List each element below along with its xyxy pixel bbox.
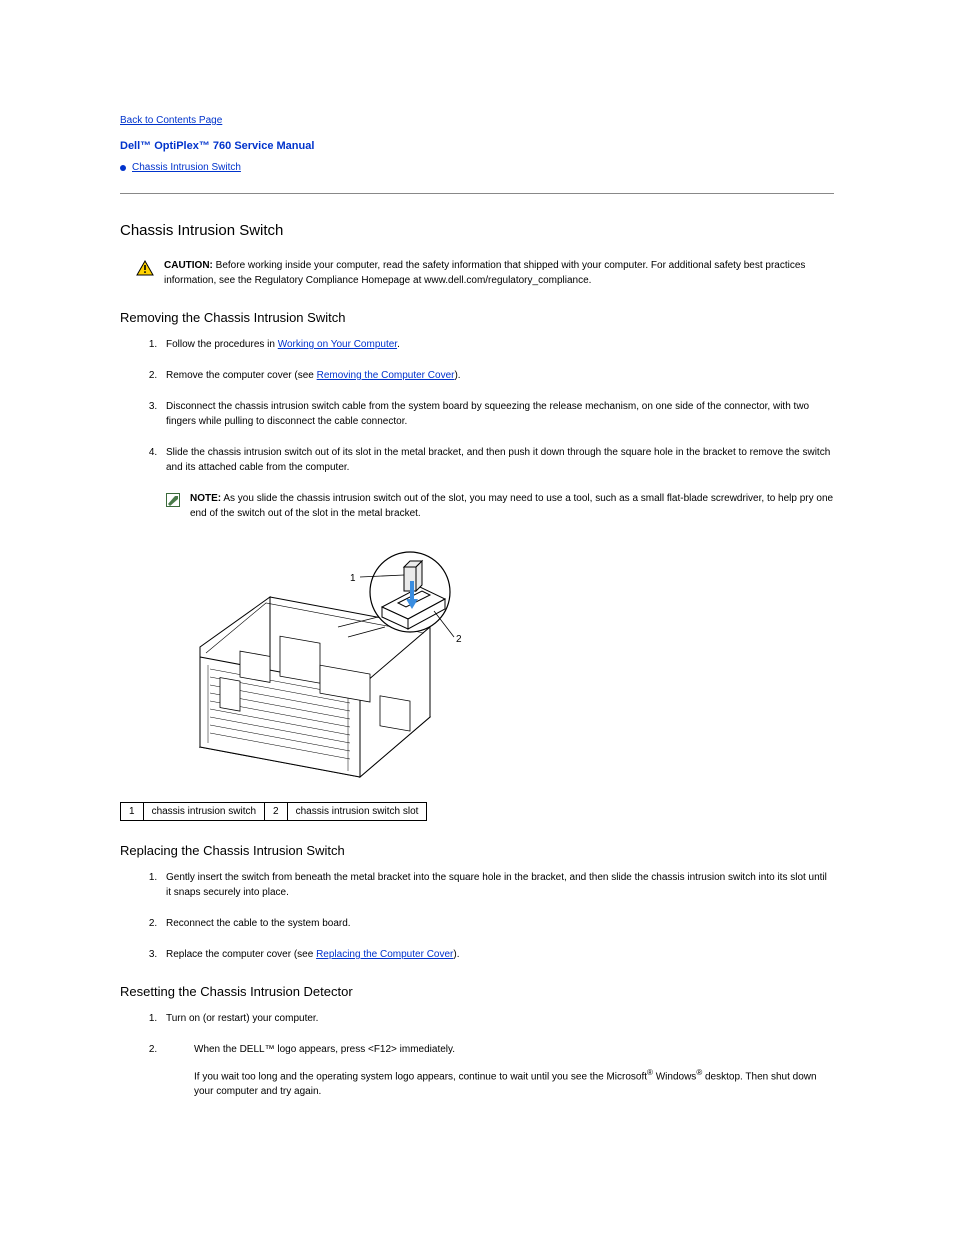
reset-step-1: Turn on (or restart) your computer. [160,1011,834,1026]
caution-block: CAUTION: Before working inside your comp… [120,259,834,288]
back-to-contents-link[interactable]: Back to Contents Page [120,115,222,126]
replace-step-1: Gently insert the switch from beneath th… [160,870,834,900]
remove-step-2-pre: Remove the computer cover (see [166,370,317,381]
caution-label: CAUTION: [164,260,213,271]
remove-step-1: Follow the procedures in Working on Your… [160,337,834,352]
replace-step-2: Reconnect the cable to the system board. [160,916,834,931]
reset-step-2b: If you wait too long and the operating s… [194,1067,834,1099]
heading-resetting: Resetting the Chassis Intrusion Detector [120,984,834,999]
note-icon [166,493,180,512]
heading-chassis-intrusion-switch: Chassis Intrusion Switch [120,222,834,239]
remove-step-2-post: ). [454,370,460,381]
caution-icon [136,260,154,281]
note-text: NOTE: As you slide the chassis intrusion… [190,491,834,521]
replace-step-3-pre: Replace the computer cover (see [166,949,316,960]
legend-num-2: 2 [265,803,288,821]
legend-text-2: chassis intrusion switch slot [287,803,427,821]
figure-chassis-switch: 1 2 [160,537,834,792]
remove-step-2: Remove the computer cover (see Removing … [160,368,834,383]
reset-step-2: When the DELL™ logo appears, press <F12>… [160,1042,834,1099]
note-body: As you slide the chassis intrusion switc… [190,493,833,519]
section-divider [120,193,834,194]
link-working-on-computer[interactable]: Working on Your Computer [278,339,397,350]
remove-step-1-pre: Follow the procedures in [166,339,278,350]
link-removing-cover[interactable]: Removing the Computer Cover [317,370,455,381]
heading-removing: Removing the Chassis Intrusion Switch [120,310,834,325]
toc-link-chassis-switch[interactable]: Chassis Intrusion Switch [132,162,241,173]
replace-step-3: Replace the computer cover (see Replacin… [160,947,834,962]
remove-step-4: Slide the chassis intrusion switch out o… [160,445,834,521]
caution-text: CAUTION: Before working inside your comp… [164,259,834,288]
reset-step-2b-pre: If you wait too long and the operating s… [194,1071,647,1082]
legend-text-1: chassis intrusion switch [143,803,264,821]
document-title: Dell™ OptiPlex™ 760 Service Manual [120,140,834,152]
caution-body: Before working inside your computer, rea… [164,260,805,286]
reset-step-2b-mid: Windows [653,1071,696,1082]
figure-callout-1: 1 [350,573,356,584]
link-replacing-cover[interactable]: Replacing the Computer Cover [316,949,453,960]
toc-bullet-row: Chassis Intrusion Switch [120,162,834,173]
remove-step-4-text: Slide the chassis intrusion switch out o… [166,447,830,473]
resetting-steps: Turn on (or restart) your computer. When… [120,1011,834,1099]
bullet-icon [120,165,126,171]
heading-replacing: Replacing the Chassis Intrusion Switch [120,843,834,858]
legend-num-1: 1 [121,803,144,821]
note-label: NOTE: [190,493,221,504]
remove-step-3: Disconnect the chassis intrusion switch … [160,399,834,429]
replacing-steps: Gently insert the switch from beneath th… [120,870,834,962]
remove-step-1-post: . [397,339,400,350]
figure-legend-table: 1 chassis intrusion switch 2 chassis int… [120,802,427,821]
note-block: NOTE: As you slide the chassis intrusion… [166,491,834,521]
replace-step-3-post: ). [453,949,459,960]
reset-step-2a: When the DELL™ logo appears, press <F12>… [194,1042,834,1057]
figure-callout-2: 2 [456,634,462,645]
removing-steps: Follow the procedures in Working on Your… [120,337,834,521]
